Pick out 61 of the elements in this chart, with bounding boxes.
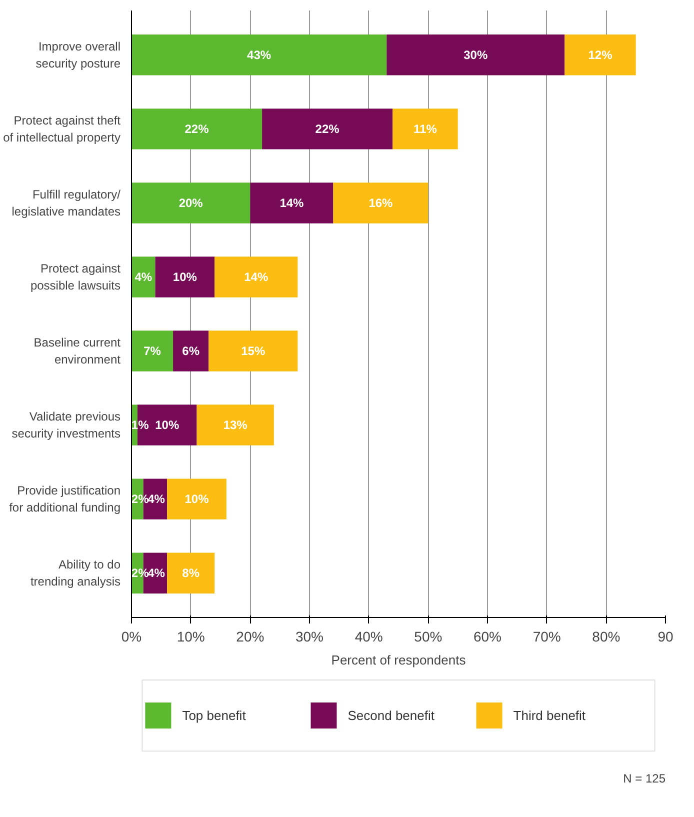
bar: [132, 330, 174, 372]
x-tick-label: 70%: [532, 628, 561, 644]
bar: [262, 108, 393, 150]
x-tick-label: 20%: [236, 628, 264, 644]
data-label: 6%: [182, 344, 200, 358]
data-label: 20%: [178, 196, 204, 210]
y-tick-label: Protect against possible lawsuits: [30, 262, 122, 292]
bar: [250, 182, 334, 224]
data-label: 10%: [172, 270, 198, 284]
x-tick-label: 0%: [121, 628, 142, 644]
data-label: 16%: [368, 196, 394, 210]
data-label: 14%: [244, 270, 268, 284]
x-tick-label: 50%: [414, 628, 442, 644]
bar: [196, 404, 274, 446]
x-tick-label: 60%: [473, 628, 502, 644]
data-label: 12%: [588, 48, 613, 62]
data-label: 22%: [184, 122, 210, 136]
x-tick-label: 80%: [592, 628, 620, 644]
legend-label: Top benefit: [182, 708, 246, 724]
legend-label: Third benefit: [513, 708, 586, 724]
data-label: 13%: [223, 418, 248, 432]
legend-label: Second benefit: [348, 708, 435, 724]
bar: [132, 108, 262, 150]
y-tick-label: Baseline current environment: [34, 336, 122, 366]
bar: [167, 478, 226, 520]
data-label: 30%: [464, 48, 488, 62]
data-label: 8%: [182, 566, 200, 580]
y-tick-label: Validate previous security investments: [12, 410, 121, 440]
data-label: 10%: [184, 492, 210, 506]
x-tick-label: 40%: [354, 628, 383, 644]
bar: [386, 34, 565, 76]
bar: [214, 256, 298, 298]
y-tick-label: Protect against theft of intellectual property: [3, 114, 122, 144]
data-label: 10%: [155, 418, 180, 432]
data-label: 4%: [134, 270, 152, 284]
data-label: 4%: [148, 566, 166, 580]
bar: [392, 108, 458, 150]
y-tick-label: Provide justification for additional funding: [9, 484, 121, 514]
data-label: 15%: [241, 344, 266, 358]
x-axis-title: Percent of respondents: [331, 652, 466, 668]
data-label: 14%: [280, 196, 304, 210]
y-tick-label: Ability to do trending analysis: [30, 558, 121, 588]
bar: [132, 34, 387, 76]
bar: [132, 182, 250, 224]
y-tick-label: Improve overall security posture: [36, 40, 121, 70]
bar: [564, 34, 636, 76]
x-tick-label: 10%: [176, 628, 205, 644]
data-label: 43%: [247, 48, 272, 62]
data-label: 11%: [414, 122, 438, 136]
bar: [167, 552, 215, 594]
data-label: 22%: [315, 122, 340, 136]
data-label: 7%: [144, 344, 162, 358]
data-label: 4%: [148, 492, 166, 506]
bar: [333, 182, 428, 224]
x-tick-label: 90: [658, 628, 674, 644]
text: N = 125: [623, 772, 666, 786]
y-tick-label: Fulfill regulatory/ legislative mandates: [12, 188, 122, 218]
x-tick-label: 30%: [295, 628, 324, 644]
bar: [155, 256, 215, 298]
bar: [173, 330, 209, 372]
bar: [208, 330, 298, 372]
